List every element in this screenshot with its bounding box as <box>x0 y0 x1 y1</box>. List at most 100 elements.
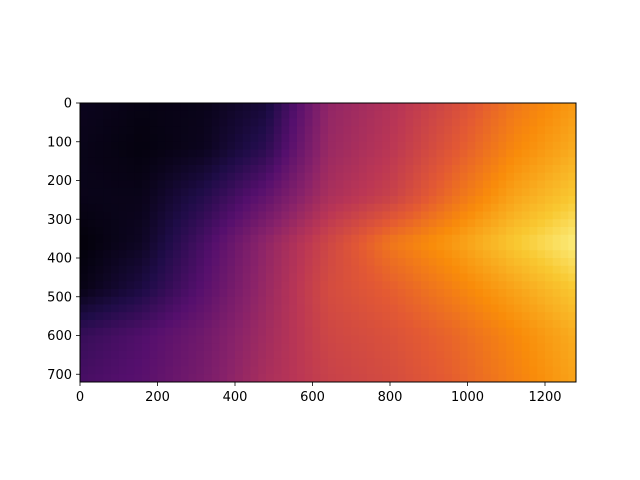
heatmap-cell <box>118 289 128 298</box>
heatmap-cell <box>467 351 476 360</box>
heatmap-cell <box>157 103 166 112</box>
heatmap-cell <box>111 273 120 282</box>
heatmap-cell <box>173 242 182 251</box>
heatmap-cell <box>242 211 252 220</box>
heatmap-cell <box>467 165 476 174</box>
heatmap-cell <box>343 227 352 236</box>
heatmap-cell <box>227 234 236 244</box>
heatmap-cell <box>297 211 306 220</box>
heatmap-cell <box>180 296 190 306</box>
heatmap-cell <box>142 149 151 158</box>
heatmap-cell <box>235 258 244 267</box>
heatmap-cell <box>506 165 515 174</box>
heatmap-cell <box>382 281 391 290</box>
heatmap-cell <box>320 103 329 112</box>
heatmap-cell <box>506 351 515 360</box>
heatmap-cell <box>103 157 112 166</box>
heatmap-cell <box>428 335 438 344</box>
heatmap-cell <box>118 343 128 352</box>
heatmap-cell <box>297 180 306 189</box>
heatmap-cell <box>258 358 267 368</box>
heatmap-cell <box>173 273 182 282</box>
heatmap-cell <box>413 165 422 174</box>
heatmap-cell <box>343 312 352 321</box>
heatmap-cell <box>467 227 476 236</box>
heatmap-cell <box>103 351 112 360</box>
heatmap-cell <box>266 343 275 352</box>
heatmap-cell <box>343 374 352 382</box>
heatmap-cell <box>289 358 298 368</box>
heatmap-cell <box>250 110 259 120</box>
heatmap-cell <box>266 351 275 360</box>
heatmap-cell <box>560 358 569 368</box>
heatmap-cell <box>273 289 283 298</box>
heatmap-cell <box>390 273 399 282</box>
heatmap-cell <box>351 211 360 220</box>
heatmap-cell <box>219 110 228 120</box>
heatmap-cell <box>320 343 329 352</box>
heatmap-cell <box>87 289 97 298</box>
heatmap-cell <box>95 250 104 259</box>
heatmap-cell <box>266 165 275 174</box>
heatmap-cell <box>111 250 120 259</box>
heatmap-cell <box>87 188 97 197</box>
heatmap-cell <box>297 374 306 382</box>
heatmap-cell <box>281 134 290 143</box>
heatmap-cell <box>157 134 166 143</box>
heatmap-cell <box>405 289 414 298</box>
heatmap-cell <box>281 296 290 306</box>
heatmap-cell <box>467 343 476 352</box>
heatmap-cell <box>498 374 507 382</box>
heatmap-cell <box>521 250 531 259</box>
heatmap-cell <box>188 250 197 259</box>
heatmap-cell <box>173 312 182 321</box>
heatmap-cell <box>149 172 159 182</box>
heatmap-cell <box>289 103 298 112</box>
heatmap-cell <box>289 196 298 205</box>
heatmap-cell <box>452 366 461 375</box>
heatmap-cell <box>297 219 306 228</box>
heatmap-cell <box>312 196 321 205</box>
heatmap-cell <box>413 289 422 298</box>
heatmap-cell <box>359 188 368 197</box>
heatmap-cell <box>227 110 236 120</box>
heatmap-cell <box>188 211 197 220</box>
heatmap-cell <box>304 289 314 298</box>
heatmap-cell <box>118 203 128 213</box>
heatmap-cell <box>568 110 576 120</box>
heatmap-cell <box>366 335 376 344</box>
heatmap-cell <box>95 157 104 166</box>
heatmap-cell <box>428 103 438 112</box>
heatmap-cell <box>490 149 500 158</box>
heatmap-cell <box>521 327 531 337</box>
heatmap-cell <box>498 265 507 275</box>
heatmap-cell <box>459 219 469 228</box>
heatmap-cell <box>351 196 360 205</box>
heatmap-cell <box>382 273 391 282</box>
heatmap-cell <box>281 242 290 251</box>
heatmap-cell <box>467 281 476 290</box>
heatmap-cell <box>149 157 159 166</box>
heatmap-cell <box>235 141 244 151</box>
heatmap-cell <box>250 281 259 290</box>
x-tick-label: 400 <box>223 390 248 405</box>
heatmap-cell <box>211 149 221 158</box>
heatmap-cell <box>405 366 414 375</box>
heatmap-cell <box>343 335 352 344</box>
heatmap-cell <box>452 258 461 267</box>
heatmap-cell <box>366 366 376 375</box>
heatmap-cell <box>266 141 275 151</box>
heatmap-cell <box>196 343 205 352</box>
heatmap-cell <box>506 126 515 135</box>
heatmap-cell <box>459 110 469 120</box>
heatmap-cell <box>498 335 507 344</box>
heatmap-cell <box>289 296 298 306</box>
heatmap-cell <box>273 281 283 290</box>
heatmap-cell <box>506 203 515 213</box>
heatmap-cell <box>87 281 97 290</box>
y-tick-label: 500 <box>47 290 72 305</box>
heatmap-cell <box>273 141 283 151</box>
heatmap-cell <box>242 165 252 174</box>
heatmap-cell <box>312 327 321 337</box>
heatmap-cell <box>188 227 197 236</box>
